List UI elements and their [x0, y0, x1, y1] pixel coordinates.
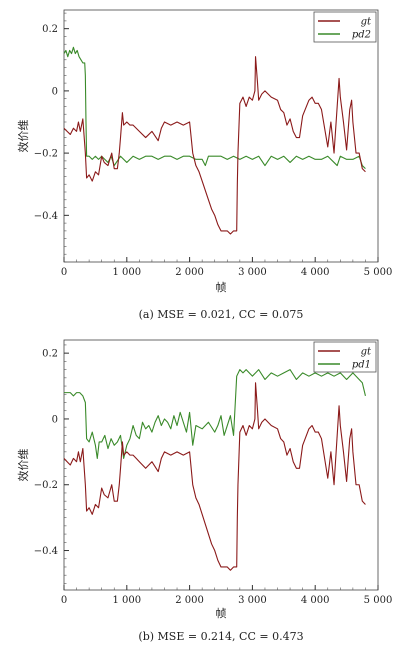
x-tick-label: 4 000: [301, 595, 330, 606]
x-tick-label: 5 000: [364, 267, 393, 278]
x-tick-label: 5 000: [364, 595, 393, 606]
chart-panel: 0.2 0 −0.2 −0.4 0 1 000 2 000 3 000 4 000 5 000 帧 效…: [16, 9, 393, 321]
y-tick-label: −0.2: [34, 149, 58, 160]
legend: gt pd2: [313, 11, 377, 43]
plot-frame: [63, 339, 379, 591]
x-axis-title: 帧: [216, 280, 227, 294]
y-tick-label: −0.4: [34, 211, 58, 222]
figure-caption: (a) MSE = 0.021, CC = 0.075: [139, 308, 304, 321]
x-tick-label: 0: [61, 267, 67, 278]
x-tick-label: 1 000: [112, 267, 141, 278]
plot-frame: [63, 9, 379, 263]
y-tick-label: −0.4: [34, 546, 58, 557]
chart-panel: 0.2 0 −0.2 −0.4 0 1 000 2 000 3 000 4 000 5 000 帧 效…: [16, 339, 393, 643]
x-tick-label: 4 000: [301, 267, 330, 278]
figure-caption: (b) MSE = 0.214, CC = 0.473: [138, 630, 303, 643]
y-tick-label: 0.2: [42, 24, 58, 35]
legend-box: [313, 11, 377, 43]
y-tick-label: 0: [52, 86, 58, 97]
x-tick-label: 3 000: [238, 595, 267, 606]
y-tick-label: 0: [52, 414, 58, 425]
legend-label-pd1: pd1: [352, 360, 371, 371]
legend-label-pd2: pd2: [352, 30, 371, 41]
x-tick-label: 3 000: [238, 267, 267, 278]
y-tick-label: 0.2: [42, 349, 58, 360]
y-axis-title: 效价维: [16, 449, 30, 482]
x-tick-label: 2 000: [175, 595, 204, 606]
legend-label-gt: gt: [361, 347, 372, 358]
series-line-pd2: [64, 46, 366, 170]
x-tick-label: 2 000: [175, 267, 204, 278]
series-line-gt: [64, 56, 366, 235]
legend: gt pd1: [313, 341, 377, 373]
series-line-gt: [64, 382, 366, 571]
y-axis-title: 效价维: [16, 120, 30, 153]
y-tick-label: −0.2: [34, 480, 58, 491]
legend-label-gt: gt: [361, 17, 372, 28]
legend-box: [313, 341, 377, 373]
series-line-pd1: [64, 369, 366, 459]
x-tick-label: 1 000: [112, 595, 141, 606]
x-axis-title: 帧: [216, 606, 227, 620]
x-tick-label: 0: [61, 595, 67, 606]
